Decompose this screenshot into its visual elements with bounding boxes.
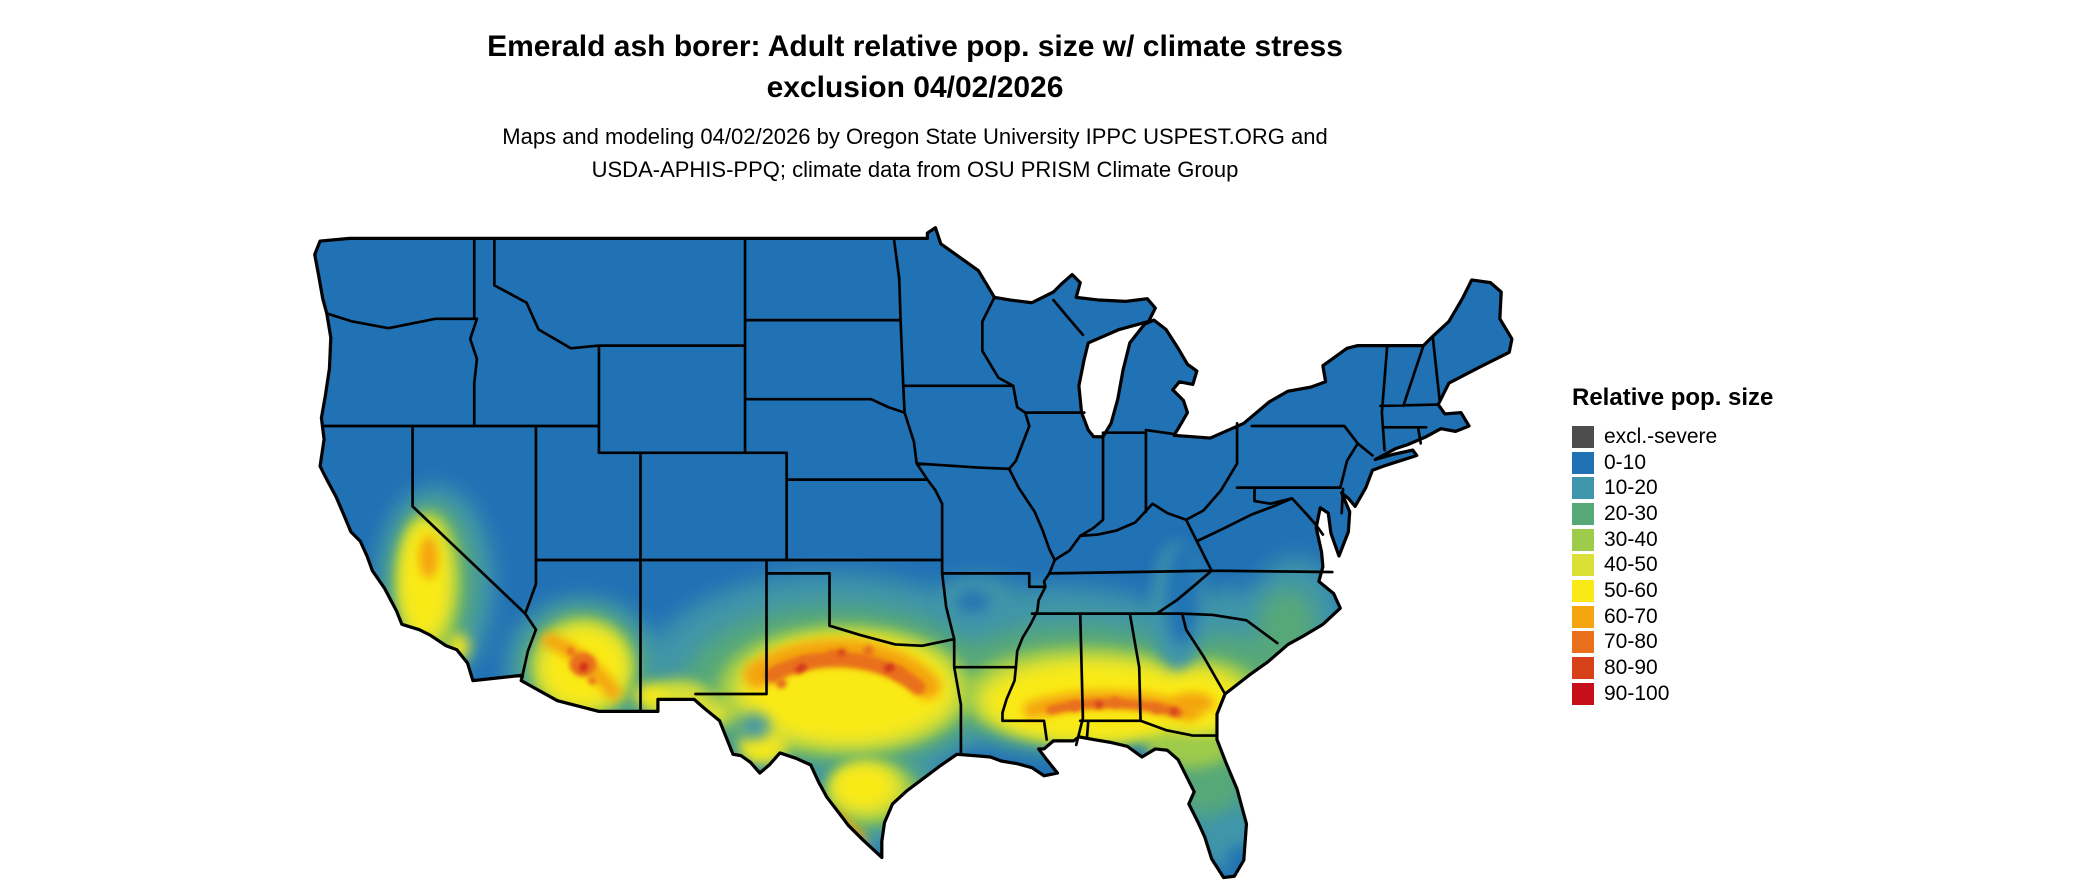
legend-title: Relative pop. size xyxy=(1572,384,1774,411)
legend-row: 70-80 xyxy=(1572,630,1802,656)
subtitle-line-2: USDA-APHIS-PPQ; climate data from OSU PR… xyxy=(591,157,1239,182)
us-outline xyxy=(313,226,1514,880)
legend-label: 60-70 xyxy=(1604,604,1658,628)
legend-swatch xyxy=(1572,631,1594,654)
page-subtitle: Maps and modeling 04/02/2026 by Oregon S… xyxy=(0,120,1830,186)
legend-label: 70-80 xyxy=(1604,630,1658,654)
legend-row: 20-30 xyxy=(1572,501,1802,527)
legend-row: 50-60 xyxy=(1572,578,1802,604)
state-borders xyxy=(322,237,1441,755)
legend-label: 50-60 xyxy=(1604,578,1658,602)
legend-swatch xyxy=(1572,579,1594,602)
page-title: Emerald ash borer: Adult relative pop. s… xyxy=(0,26,1830,108)
legend-label: excl.-severe xyxy=(1604,424,1718,448)
legend-swatch xyxy=(1572,605,1594,628)
legend-swatch xyxy=(1572,451,1594,474)
legend-row: excl.-severe xyxy=(1572,424,1802,450)
legend-label: 20-30 xyxy=(1604,501,1658,525)
population-raster xyxy=(314,227,1512,878)
legend-swatch xyxy=(1572,682,1594,705)
subtitle-line-1: Maps and modeling 04/02/2026 by Oregon S… xyxy=(502,124,1328,149)
us-map xyxy=(308,225,1528,892)
legend-swatch xyxy=(1572,554,1594,577)
legend-row: 0-10 xyxy=(1572,450,1802,476)
legend-label: 80-90 xyxy=(1604,656,1658,680)
legend-label: 30-40 xyxy=(1604,527,1658,551)
legend-label: 10-20 xyxy=(1604,476,1658,500)
legend-row: 60-70 xyxy=(1572,604,1802,630)
legend-label: 0-10 xyxy=(1604,450,1647,474)
legend-swatch xyxy=(1572,528,1594,551)
legend-swatch xyxy=(1572,657,1594,680)
legend-label: 90-100 xyxy=(1604,681,1670,705)
legend-label: 40-50 xyxy=(1604,553,1658,577)
legend: Relative pop. size excl.-severe 0-10 10-… xyxy=(1572,384,1802,707)
legend-swatch xyxy=(1572,477,1594,500)
legend-swatch xyxy=(1572,502,1594,525)
title-line-1: Emerald ash borer: Adult relative pop. s… xyxy=(487,30,1343,63)
legend-row: 90-100 xyxy=(1572,681,1802,707)
legend-row: 80-90 xyxy=(1572,655,1802,681)
us-map-svg xyxy=(313,226,1514,880)
legend-row: 40-50 xyxy=(1572,552,1802,578)
legend-swatch xyxy=(1572,425,1594,448)
legend-row: 30-40 xyxy=(1572,527,1802,553)
figure-header: Emerald ash borer: Adult relative pop. s… xyxy=(0,26,1830,186)
title-line-2: exclusion 04/02/2026 xyxy=(766,71,1064,104)
legend-row: 10-20 xyxy=(1572,475,1802,501)
